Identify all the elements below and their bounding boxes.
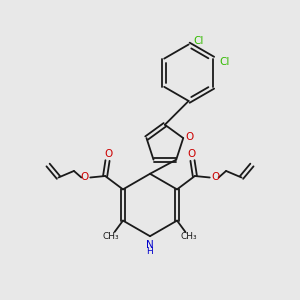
Text: O: O [80, 172, 88, 182]
Text: CH₃: CH₃ [181, 232, 197, 242]
Text: Cl: Cl [194, 36, 204, 46]
Text: O: O [212, 172, 220, 182]
Text: O: O [186, 132, 194, 142]
Text: CH₃: CH₃ [103, 232, 119, 242]
Text: H: H [147, 247, 153, 256]
Text: O: O [188, 149, 196, 159]
Text: O: O [104, 149, 112, 159]
Text: N: N [146, 239, 154, 250]
Text: Cl: Cl [220, 58, 230, 68]
